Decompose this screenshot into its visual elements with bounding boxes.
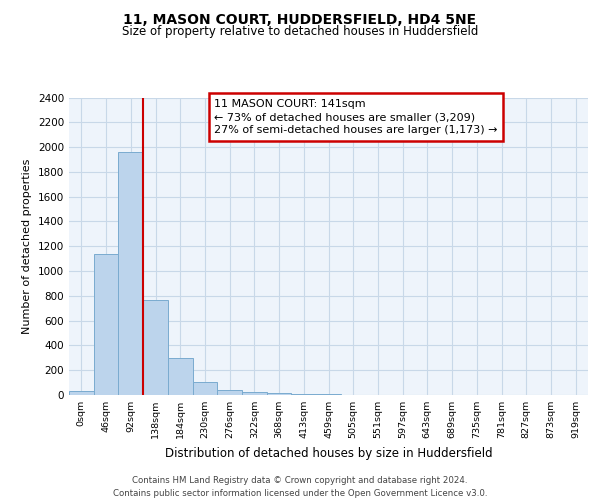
Bar <box>292 394 316 395</box>
Text: Size of property relative to detached houses in Huddersfield: Size of property relative to detached ho… <box>122 25 478 38</box>
Text: 11, MASON COURT, HUDDERSFIELD, HD4 5NE: 11, MASON COURT, HUDDERSFIELD, HD4 5NE <box>124 12 476 26</box>
Bar <box>168 358 193 395</box>
Text: 11 MASON COURT: 141sqm
← 73% of detached houses are smaller (3,209)
27% of semi-: 11 MASON COURT: 141sqm ← 73% of detached… <box>214 99 498 136</box>
X-axis label: Distribution of detached houses by size in Huddersfield: Distribution of detached houses by size … <box>164 446 493 460</box>
Bar <box>217 390 242 395</box>
Bar <box>267 393 292 395</box>
Text: Contains HM Land Registry data © Crown copyright and database right 2024.
Contai: Contains HM Land Registry data © Crown c… <box>113 476 487 498</box>
Bar <box>143 300 168 395</box>
Bar <box>69 390 94 395</box>
Bar <box>118 152 143 395</box>
Bar <box>94 254 118 395</box>
Bar <box>242 392 267 395</box>
Y-axis label: Number of detached properties: Number of detached properties <box>22 158 32 334</box>
Bar <box>316 394 341 395</box>
Bar <box>193 382 217 395</box>
